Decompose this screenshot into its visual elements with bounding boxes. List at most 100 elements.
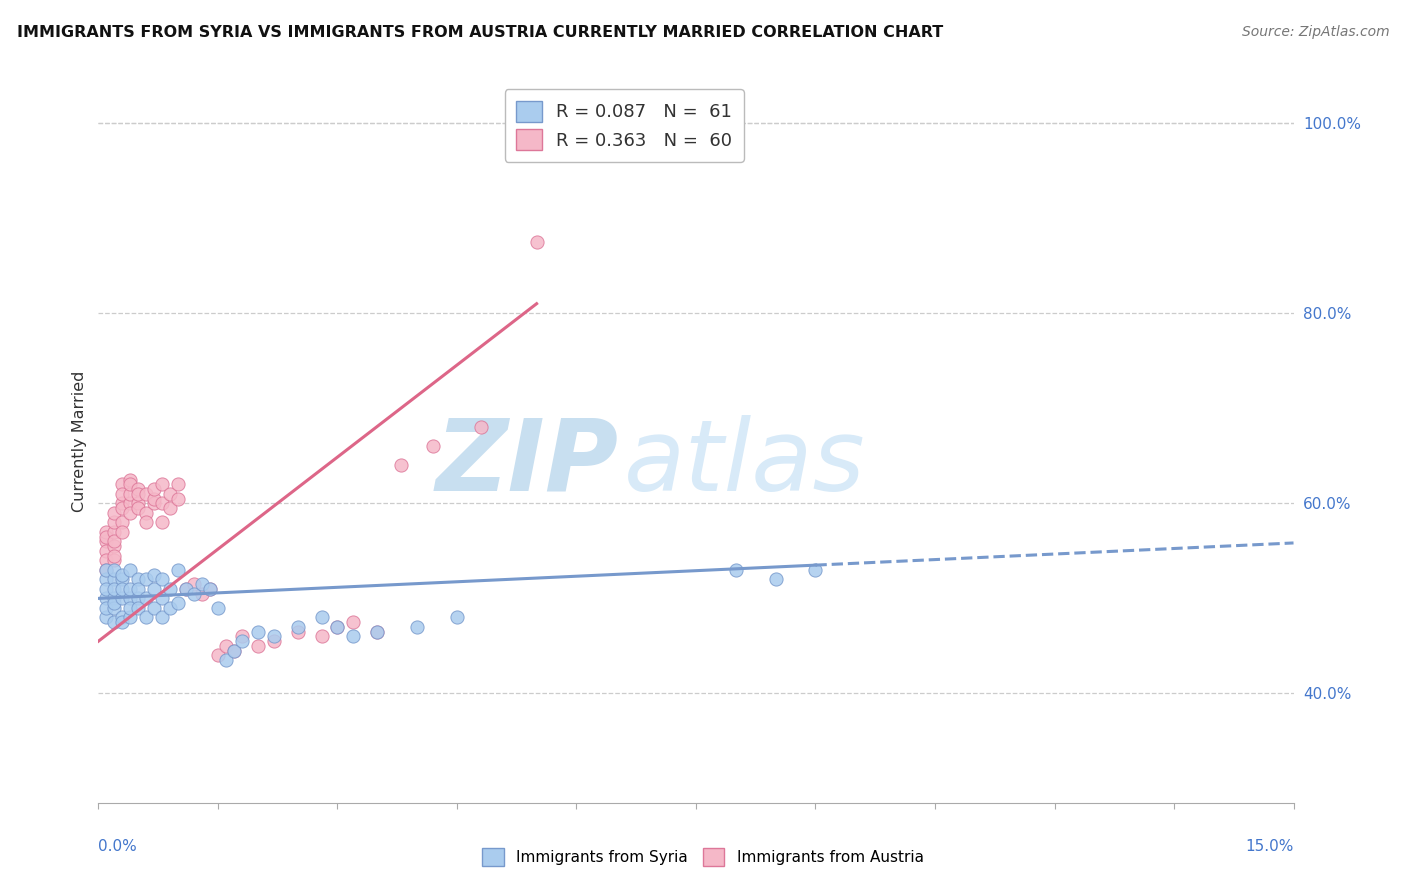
Point: [111, 591, 134, 606]
Point: [111, 477, 134, 491]
Point: [127, 482, 149, 496]
Point: [222, 643, 245, 657]
Point: [120, 487, 142, 501]
Point: [111, 516, 134, 530]
Point: [103, 601, 125, 615]
Point: [120, 477, 142, 491]
Point: [342, 615, 364, 630]
Point: [103, 573, 125, 587]
Point: [150, 591, 173, 606]
Point: [366, 624, 388, 639]
Point: [103, 563, 125, 577]
Point: [127, 591, 149, 606]
Point: [103, 516, 125, 530]
Point: [120, 610, 142, 624]
Point: [198, 582, 221, 596]
Point: [389, 458, 412, 473]
Point: [96, 524, 118, 539]
Point: [135, 591, 157, 606]
Point: [96, 544, 118, 558]
Point: [143, 491, 166, 506]
Point: [406, 620, 429, 634]
Point: [167, 596, 190, 610]
Point: [135, 573, 157, 587]
Point: [111, 615, 134, 630]
Point: [135, 487, 157, 501]
Text: 15.0%: 15.0%: [1246, 838, 1294, 854]
Point: [120, 582, 142, 596]
Point: [246, 624, 269, 639]
Point: [103, 524, 125, 539]
Text: 0.0%: 0.0%: [98, 838, 138, 854]
Point: [120, 601, 142, 615]
Point: [120, 506, 142, 520]
Point: [215, 653, 238, 667]
Point: [246, 639, 269, 653]
Point: [150, 573, 173, 587]
Point: [765, 573, 787, 587]
Point: [526, 235, 548, 249]
Point: [311, 610, 333, 624]
Point: [143, 496, 166, 510]
Point: [150, 516, 173, 530]
Point: [96, 582, 118, 596]
Point: [804, 563, 827, 577]
Y-axis label: Currently Married: Currently Married: [72, 371, 87, 512]
Point: [159, 501, 181, 516]
Point: [103, 534, 125, 549]
Point: [143, 601, 166, 615]
Point: [127, 487, 149, 501]
Text: ZIP: ZIP: [436, 415, 619, 512]
Legend: Immigrants from Syria, Immigrants from Austria: Immigrants from Syria, Immigrants from A…: [475, 841, 931, 873]
Point: [326, 620, 349, 634]
Point: [342, 629, 364, 643]
Point: [127, 573, 149, 587]
Point: [366, 624, 388, 639]
Point: [183, 577, 205, 591]
Text: atlas: atlas: [624, 415, 866, 512]
Point: [470, 420, 492, 434]
Point: [143, 582, 166, 596]
Point: [167, 563, 190, 577]
Point: [724, 563, 747, 577]
Point: [143, 482, 166, 496]
Point: [183, 587, 205, 601]
Point: [103, 506, 125, 520]
Point: [120, 473, 142, 487]
Point: [191, 577, 214, 591]
Point: [422, 439, 444, 453]
Point: [111, 524, 134, 539]
Point: [103, 549, 125, 563]
Point: [103, 615, 125, 630]
Point: [326, 620, 349, 634]
Point: [127, 582, 149, 596]
Point: [135, 506, 157, 520]
Point: [120, 591, 142, 606]
Point: [446, 610, 468, 624]
Point: [143, 567, 166, 582]
Point: [207, 601, 229, 615]
Point: [96, 573, 118, 587]
Point: [103, 539, 125, 553]
Point: [103, 582, 125, 596]
Point: [167, 477, 190, 491]
Point: [96, 601, 118, 615]
Legend: R = 0.087   N =  61, R = 0.363   N =  60: R = 0.087 N = 61, R = 0.363 N = 60: [505, 89, 744, 161]
Point: [191, 587, 214, 601]
Point: [120, 496, 142, 510]
Point: [287, 624, 309, 639]
Point: [222, 643, 245, 657]
Point: [127, 496, 149, 510]
Point: [150, 496, 173, 510]
Point: [96, 534, 118, 549]
Point: [103, 591, 125, 606]
Point: [159, 582, 181, 596]
Point: [150, 477, 173, 491]
Point: [159, 487, 181, 501]
Point: [111, 487, 134, 501]
Point: [111, 582, 134, 596]
Point: [287, 620, 309, 634]
Point: [215, 639, 238, 653]
Point: [111, 496, 134, 510]
Point: [159, 601, 181, 615]
